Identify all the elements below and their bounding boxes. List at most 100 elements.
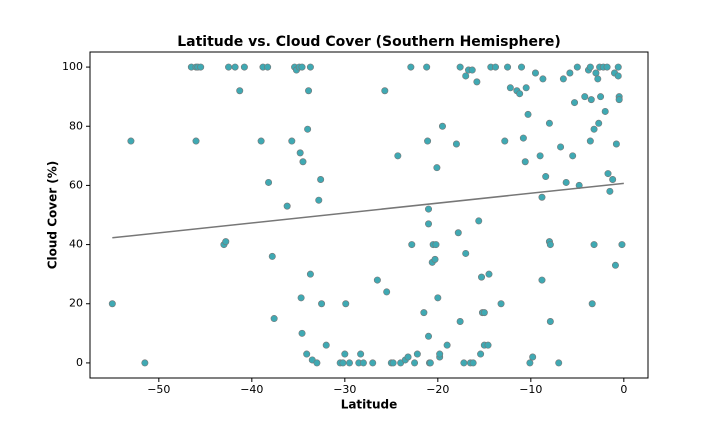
- y-tick-label: 100: [62, 60, 83, 73]
- point: [587, 96, 595, 104]
- point: [339, 359, 347, 367]
- point: [526, 359, 534, 367]
- x-tick-label: −20: [426, 383, 449, 396]
- point: [317, 176, 325, 184]
- point: [305, 87, 313, 95]
- point: [590, 241, 598, 249]
- point: [581, 93, 589, 101]
- point: [468, 66, 476, 74]
- point: [407, 63, 415, 71]
- point: [521, 158, 529, 166]
- point: [127, 137, 135, 145]
- point: [342, 300, 350, 308]
- point: [434, 294, 442, 302]
- point: [473, 78, 481, 86]
- point: [618, 241, 626, 249]
- point: [394, 152, 402, 160]
- point: [231, 63, 239, 71]
- point: [491, 63, 499, 71]
- x-tick-label: −30: [333, 383, 356, 396]
- x-tick-label: −40: [240, 383, 263, 396]
- point: [454, 229, 462, 237]
- point: [425, 205, 433, 213]
- point: [192, 137, 200, 145]
- point: [420, 309, 428, 317]
- point: [315, 196, 323, 204]
- point: [236, 87, 244, 95]
- point: [257, 137, 265, 145]
- point: [604, 170, 612, 178]
- point: [614, 72, 622, 80]
- point: [518, 63, 526, 71]
- point: [462, 249, 470, 257]
- point: [413, 350, 421, 358]
- point: [475, 217, 483, 225]
- point: [597, 93, 605, 101]
- point: [426, 359, 434, 367]
- point: [519, 134, 527, 142]
- point: [480, 309, 488, 317]
- point: [542, 173, 550, 181]
- point: [603, 63, 611, 71]
- point: [504, 63, 512, 71]
- point: [425, 220, 433, 228]
- point: [522, 84, 530, 92]
- point: [452, 140, 460, 148]
- x-tick-label: −50: [147, 383, 170, 396]
- point: [424, 137, 432, 145]
- point: [298, 63, 306, 71]
- point: [460, 359, 468, 367]
- point: [529, 353, 537, 361]
- point: [538, 193, 546, 201]
- point: [539, 75, 547, 83]
- point: [538, 276, 546, 284]
- point: [569, 152, 577, 160]
- point: [306, 63, 314, 71]
- point: [501, 137, 509, 145]
- point: [303, 350, 311, 358]
- point: [270, 315, 278, 323]
- point: [341, 350, 349, 358]
- point: [299, 158, 307, 166]
- y-tick-label: 60: [69, 178, 83, 191]
- point: [601, 107, 609, 115]
- point: [411, 359, 419, 367]
- point: [545, 119, 553, 127]
- point: [432, 241, 440, 249]
- point: [611, 261, 619, 269]
- x-axis-label: Latitude: [341, 398, 398, 412]
- point: [288, 137, 296, 145]
- point: [524, 110, 532, 118]
- point: [443, 341, 451, 349]
- point: [222, 238, 230, 246]
- point: [594, 75, 602, 83]
- point: [383, 288, 391, 296]
- point: [557, 143, 565, 151]
- point: [296, 149, 304, 157]
- point: [573, 63, 581, 71]
- point: [318, 300, 326, 308]
- point: [306, 270, 314, 278]
- point: [298, 329, 306, 337]
- point: [357, 350, 365, 358]
- trend-line: [112, 182, 624, 239]
- y-tick-label: 20: [69, 297, 83, 310]
- point: [389, 359, 397, 367]
- point: [265, 178, 273, 186]
- point: [571, 99, 579, 107]
- point: [297, 294, 305, 302]
- y-tick-label: 0: [76, 356, 83, 369]
- point: [614, 63, 622, 71]
- point: [369, 359, 377, 367]
- point: [566, 69, 574, 77]
- point: [609, 176, 617, 184]
- point: [373, 276, 381, 284]
- y-tick-label: 40: [69, 238, 83, 251]
- point: [141, 359, 149, 367]
- chart-title: Latitude vs. Cloud Cover (Southern Hemis…: [177, 34, 561, 50]
- point: [345, 359, 353, 367]
- point: [425, 332, 433, 340]
- point: [240, 63, 248, 71]
- point: [264, 63, 272, 71]
- x-tick-label: 0: [620, 383, 627, 396]
